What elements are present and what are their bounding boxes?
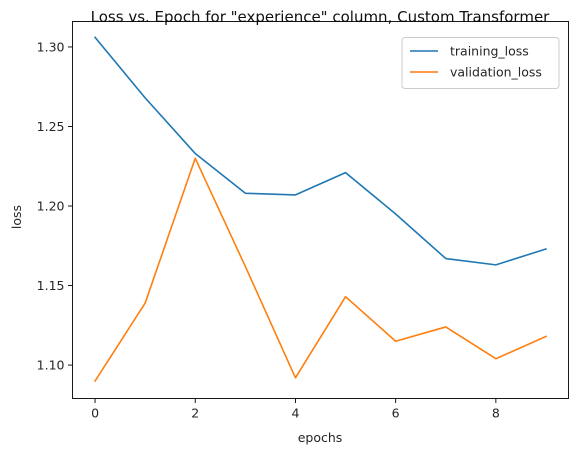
series-line-validation-loss (93, 157, 548, 383)
legend-label-training-loss: training_loss (450, 44, 529, 59)
y-tick-label: 1.10 (37, 358, 65, 373)
x-tick-label: 2 (191, 406, 199, 421)
x-tick-label: 6 (392, 406, 400, 421)
x-tick-label: 4 (291, 406, 299, 421)
chart-title: Loss vs. Epoch for "experience" column, … (91, 8, 551, 26)
plot-frame (72, 21, 569, 399)
y-tick-label: 1.15 (37, 278, 65, 293)
x-axis-label: epochs (298, 430, 343, 445)
legend-label-validation-loss: validation_loss (450, 65, 542, 80)
y-axis-label: loss (9, 205, 24, 229)
legend: training_loss validation_loss (401, 37, 560, 89)
y-tick-label: 1.30 (37, 39, 65, 54)
y-tick-label: 1.25 (37, 119, 65, 134)
series-layer (93, 36, 548, 383)
x-tick-label: 8 (492, 406, 500, 421)
ticks-layer: 0 2 4 6 8 1.10 1.15 1.20 1.25 1.30 (37, 39, 500, 420)
legend-frame (401, 37, 560, 89)
y-tick-label: 1.20 (37, 199, 65, 214)
legend-items: training_loss validation_loss (410, 44, 542, 80)
series-line-training-loss (93, 36, 547, 266)
x-tick-label: 0 (91, 406, 99, 421)
